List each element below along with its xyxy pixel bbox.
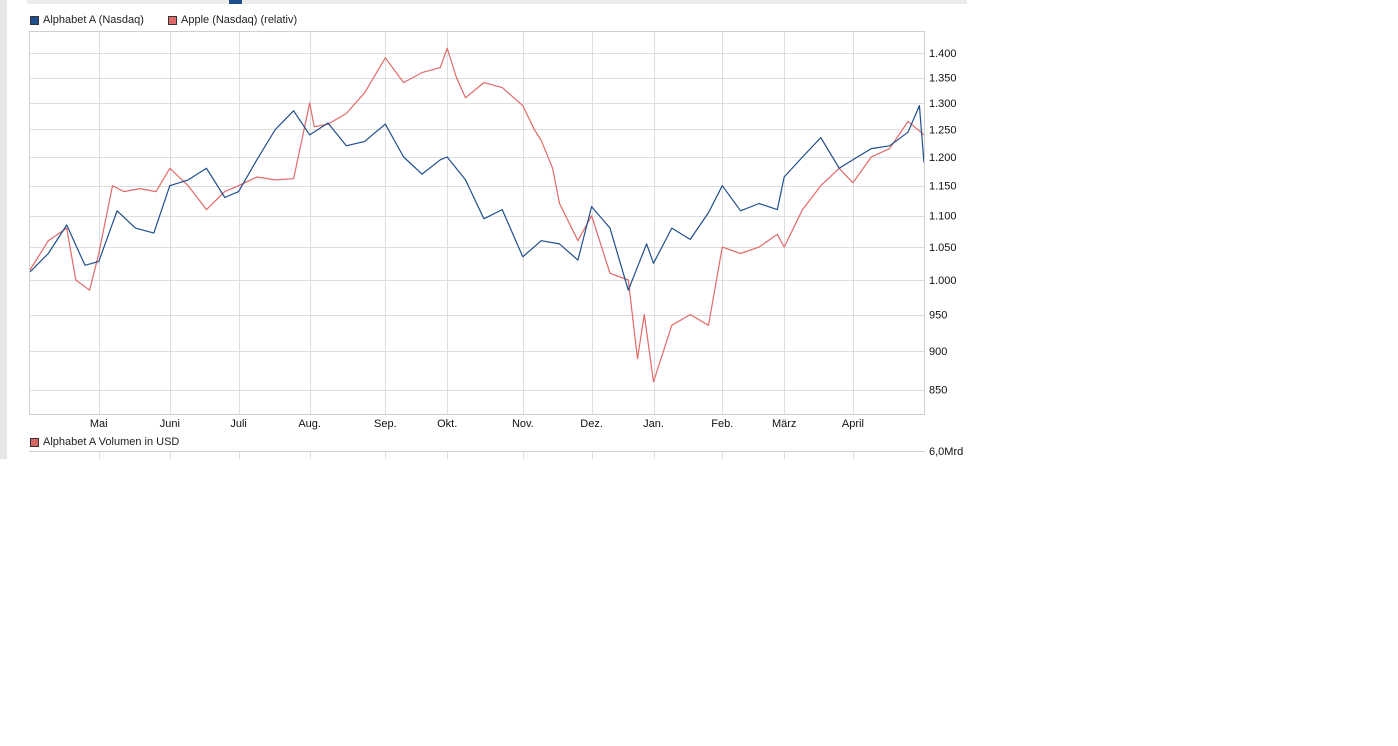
x-tick-label: Juli bbox=[230, 418, 247, 430]
legend-swatch-alphabet bbox=[30, 15, 39, 25]
x-tick-label: April bbox=[842, 418, 864, 430]
y-tick-label: 1.150 bbox=[929, 181, 957, 193]
x-tick-label: Sep. bbox=[374, 418, 397, 430]
y-tick-label: 1.100 bbox=[929, 211, 957, 223]
y-tick-label: 950 bbox=[929, 310, 947, 322]
legend-swatch-volume bbox=[30, 437, 39, 447]
x-tick-label: Dez. bbox=[580, 418, 603, 430]
x-tick-label: Jan. bbox=[643, 418, 664, 430]
x-tick-label: Nov. bbox=[512, 418, 534, 430]
legend-label-alphabet: Alphabet A (Nasdaq) bbox=[43, 14, 144, 26]
legend-swatch-apple bbox=[168, 15, 177, 25]
left-edge-strip bbox=[0, 0, 7, 459]
top-tab-bar bbox=[27, 0, 967, 4]
y-tick-label: 1.000 bbox=[929, 275, 957, 287]
x-tick-label: März bbox=[772, 418, 796, 430]
x-tick-label: Feb. bbox=[711, 418, 733, 430]
chart-plot-frame bbox=[29, 31, 925, 415]
y-tick-label: 850 bbox=[929, 385, 947, 397]
legend-item-volume[interactable]: Alphabet A Volumen in USD bbox=[30, 436, 179, 448]
active-tab-marker bbox=[229, 0, 242, 4]
series-line-apple bbox=[29, 47, 925, 383]
volume-panel: 6,0Mrd bbox=[29, 446, 963, 459]
x-tick-label: Aug. bbox=[298, 418, 321, 430]
y-tick-label: 1.050 bbox=[929, 242, 957, 254]
y-tick-label: 900 bbox=[929, 346, 947, 358]
y-tick-label: 1.200 bbox=[929, 152, 957, 164]
legend-item-alphabet[interactable]: Alphabet A (Nasdaq) bbox=[30, 14, 144, 26]
y-tick-label: 1.300 bbox=[929, 98, 957, 110]
x-tick-label: Juni bbox=[160, 418, 180, 430]
legend-label-volume: Alphabet A Volumen in USD bbox=[43, 436, 180, 448]
legend-item-apple[interactable]: Apple (Nasdaq) (relativ) bbox=[168, 14, 297, 26]
y-tick-label: 1.350 bbox=[929, 73, 957, 85]
legend-label-apple: Apple (Nasdaq) (relativ) bbox=[181, 14, 298, 26]
y-tick-label: 1.250 bbox=[929, 124, 957, 136]
volume-axis-label: 6,0Mrd bbox=[929, 446, 963, 458]
y-tick-label: 1.400 bbox=[929, 48, 957, 60]
series-line-alphabet bbox=[29, 104, 925, 291]
x-tick-label: Okt. bbox=[437, 418, 457, 430]
x-tick-label: Mai bbox=[90, 418, 108, 430]
price-chart: 850 900 950 1.000 1.050 1.100 1.150 1.200 1.250 1… bbox=[29, 31, 963, 459]
